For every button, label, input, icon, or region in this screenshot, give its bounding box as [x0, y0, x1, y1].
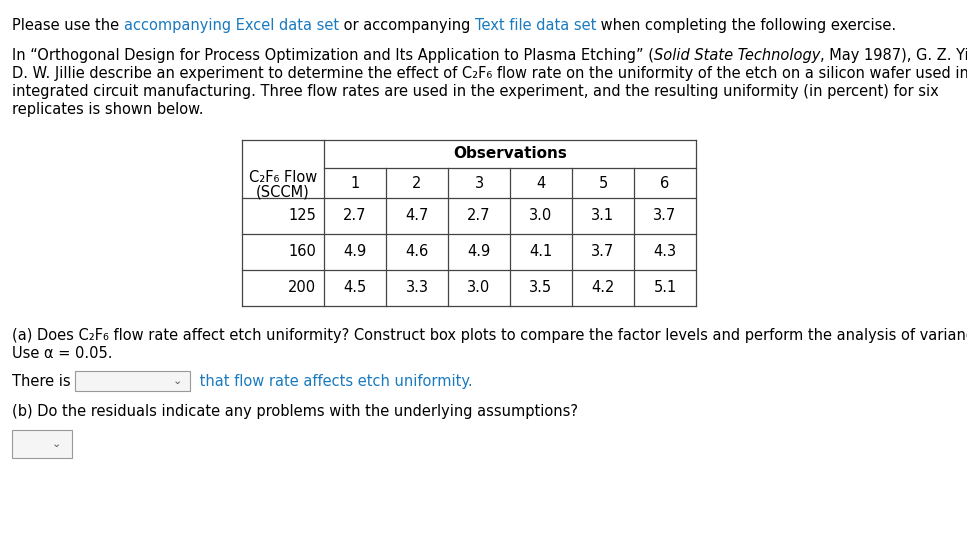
Text: (a) Does C₂F₆ flow rate affect etch uniformity? Construct box plots to compare t: (a) Does C₂F₆ flow rate affect etch unif… [12, 328, 967, 343]
Text: 2: 2 [412, 175, 422, 191]
Text: 5: 5 [599, 175, 607, 191]
Text: 160: 160 [288, 245, 316, 259]
Text: 3.0: 3.0 [529, 209, 552, 223]
Text: replicates is shown below.: replicates is shown below. [12, 102, 203, 117]
Text: 2.7: 2.7 [343, 209, 366, 223]
Text: 4.3: 4.3 [654, 245, 677, 259]
Text: 2.7: 2.7 [467, 209, 490, 223]
Text: 3.0: 3.0 [467, 281, 490, 295]
Text: C₂F₆ Flow: C₂F₆ Flow [249, 169, 317, 185]
Text: or accompanying: or accompanying [338, 18, 475, 33]
Bar [74, 371, 190, 391]
Bar [12, 430, 72, 458]
Text: 4.1: 4.1 [529, 245, 552, 259]
Text: 6: 6 [660, 175, 669, 191]
Text: when completing the following exercise.: when completing the following exercise. [597, 18, 896, 33]
Text: 4: 4 [537, 175, 545, 191]
Text: 3.7: 3.7 [592, 245, 615, 259]
Text: 3.1: 3.1 [592, 209, 615, 223]
Text: Use α = 0.05.: Use α = 0.05. [12, 346, 112, 361]
Text: ⌄: ⌄ [173, 376, 183, 386]
Text: 125: 125 [288, 209, 316, 223]
Text: 4.6: 4.6 [405, 245, 428, 259]
Text: ⌄: ⌄ [51, 439, 61, 449]
Text: D. W. Jillie describe an experiment to determine the effect of C₂F₆ flow rate on: D. W. Jillie describe an experiment to d… [12, 66, 967, 81]
Text: 3: 3 [475, 175, 484, 191]
Text: 1: 1 [350, 175, 360, 191]
Text: 4.9: 4.9 [343, 245, 366, 259]
Text: 200: 200 [288, 281, 316, 295]
Text: Please use the: Please use the [12, 18, 124, 33]
Text: There is: There is [12, 374, 71, 389]
Text: 4.9: 4.9 [467, 245, 490, 259]
Text: In “Orthogonal Design for Process Optimization and Its Application to Plasma Etc: In “Orthogonal Design for Process Optimi… [12, 48, 654, 63]
Text: 3.5: 3.5 [530, 281, 552, 295]
Text: 4.7: 4.7 [405, 209, 428, 223]
Text: Observations: Observations [454, 147, 567, 161]
Text: 4.5: 4.5 [343, 281, 366, 295]
Text: 5.1: 5.1 [654, 281, 677, 295]
Text: Solid State Technology: Solid State Technology [654, 48, 820, 63]
Text: 3.3: 3.3 [405, 281, 428, 295]
Text: accompanying Excel data set: accompanying Excel data set [124, 18, 338, 33]
Text: Text file data set: Text file data set [475, 18, 597, 33]
Text: (b) Do the residuals indicate any problems with the underlying assumptions?: (b) Do the residuals indicate any proble… [12, 404, 578, 419]
Text: integrated circuit manufacturing. Three flow rates are used in the experiment, a: integrated circuit manufacturing. Three … [12, 84, 939, 99]
Text: that flow rate affects etch uniformity.: that flow rate affects etch uniformity. [194, 374, 472, 389]
Text: , May 1987), G. Z. Yin and: , May 1987), G. Z. Yin and [820, 48, 967, 63]
Text: (SCCM): (SCCM) [256, 185, 309, 199]
Text: 4.2: 4.2 [591, 281, 615, 295]
Text: 3.7: 3.7 [654, 209, 677, 223]
